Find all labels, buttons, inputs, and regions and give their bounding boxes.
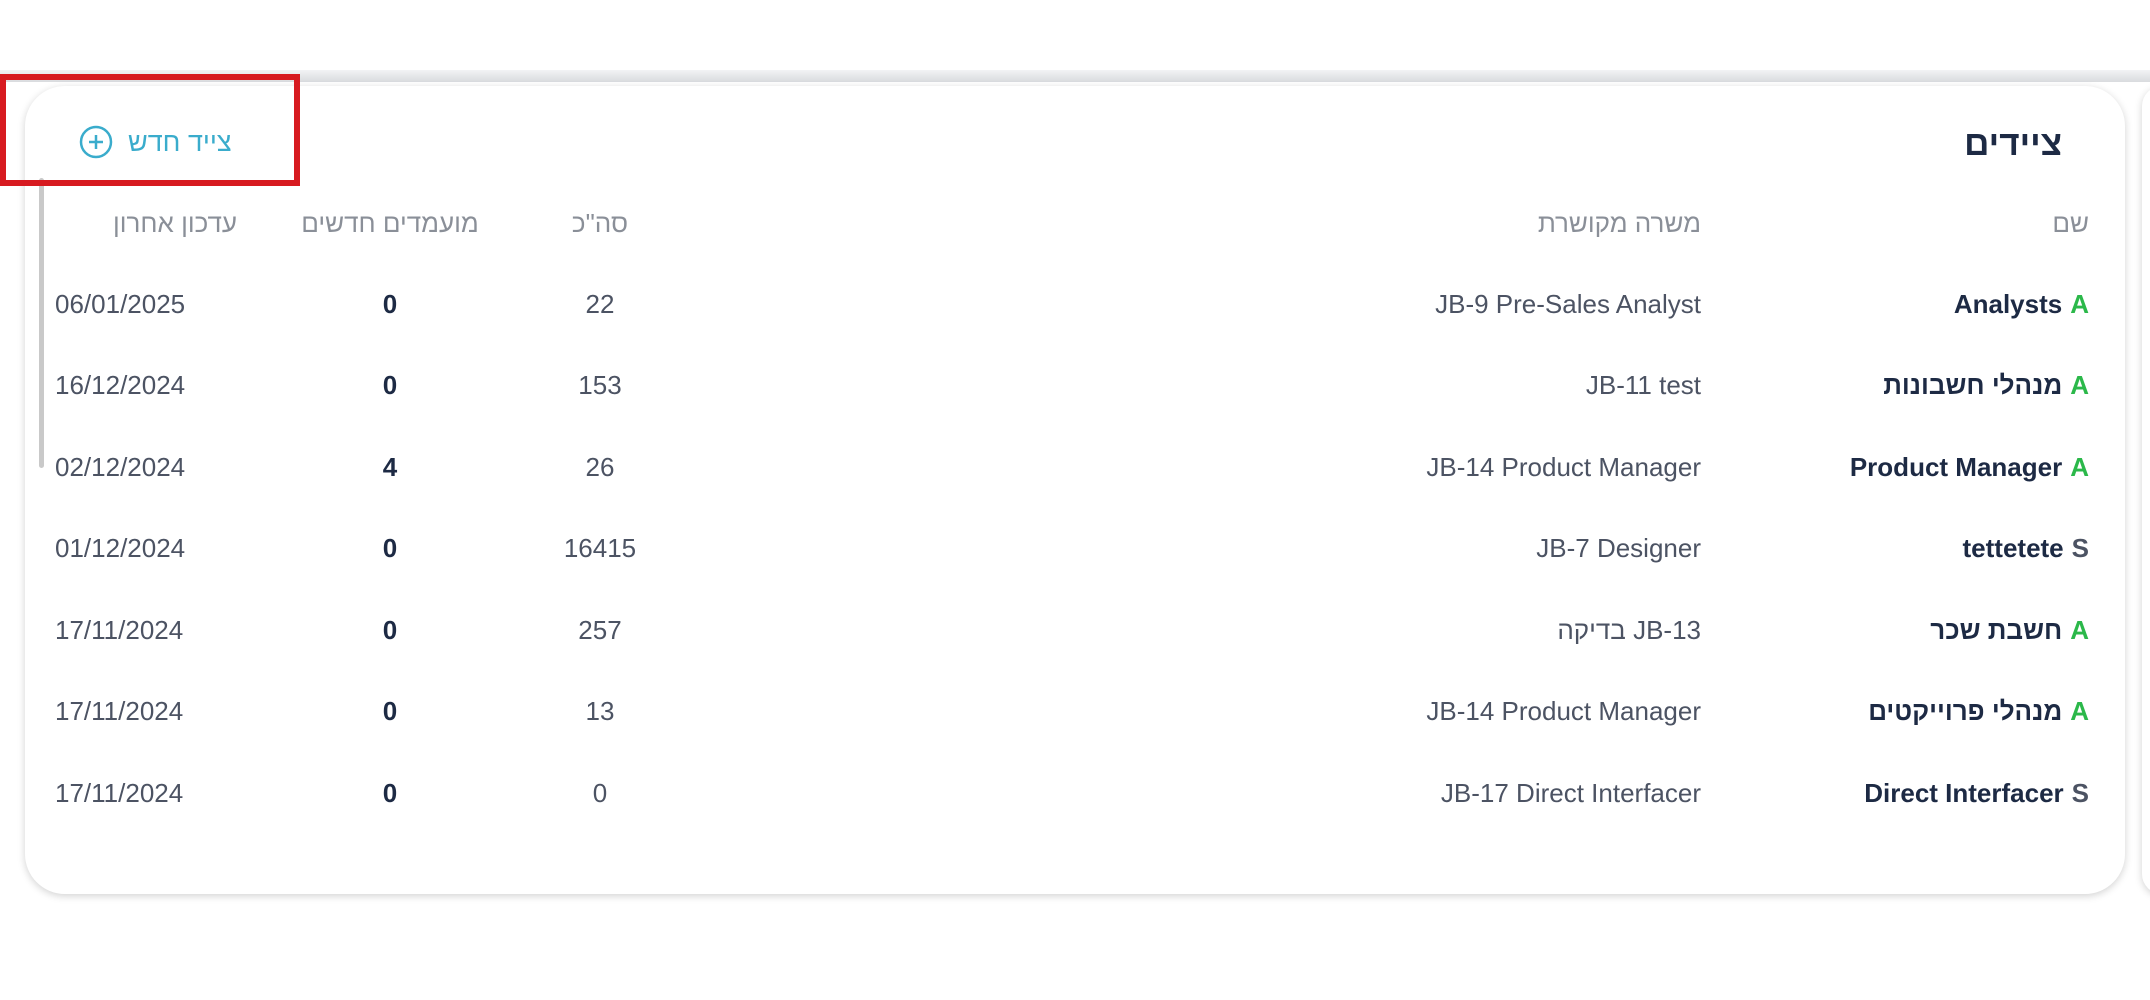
new-hunter-button[interactable]: צייד חדש xyxy=(78,124,232,160)
linked-job: JB-14 Product Manager xyxy=(1426,452,1701,482)
total-count: 26 xyxy=(585,452,615,482)
hunter-type-marker: A xyxy=(2070,289,2089,319)
hunter-name-text: מנהלי חשבונות xyxy=(1883,370,2063,400)
new-candidates-count: 4 xyxy=(382,452,398,482)
scrollbar[interactable] xyxy=(39,178,44,468)
column-header-name[interactable]: שם xyxy=(2052,208,2089,238)
hunter-type-marker: A xyxy=(2070,452,2089,482)
hunter-name-text: Analysts xyxy=(1953,289,2063,319)
hunter-name-text: tettetete xyxy=(1962,533,2064,563)
column-header-job[interactable]: משרה מקושרת xyxy=(1537,208,1701,238)
last-updated: 17/11/2024 xyxy=(55,778,184,808)
total-count: 13 xyxy=(585,696,615,726)
hunter-name-text: Product Manager xyxy=(1849,452,2063,482)
hunter-name[interactable]: A Analysts xyxy=(1954,289,2089,320)
total-count: 22 xyxy=(585,289,615,319)
hunter-name[interactable]: S Direct Interfacer xyxy=(1864,778,2089,809)
hunter-type-marker: A xyxy=(2070,696,2089,726)
highlight-box xyxy=(0,74,300,186)
hunter-type-marker: S xyxy=(2071,778,2089,808)
new-candidates-count: 0 xyxy=(382,696,398,726)
total-count: 16415 xyxy=(563,533,637,563)
new-candidates-count: 0 xyxy=(382,370,398,400)
linked-job: JB-11 test xyxy=(1585,370,1701,400)
hunter-name[interactable]: A מנהלי חשבונות xyxy=(1883,370,2089,401)
hunter-name-text: מנהלי פרוייקטים xyxy=(1868,696,2063,726)
linked-job: JB-14 Product Manager xyxy=(1426,696,1701,726)
hunters-card: ציידים צייד חדש שם משרה מקושרת סה"כ מועמ… xyxy=(25,86,2125,894)
last-updated: 02/12/2024 xyxy=(55,452,186,482)
last-updated: 17/11/2024 xyxy=(55,696,184,726)
hunter-name[interactable]: S tettetete xyxy=(1963,533,2089,564)
total-count: 257 xyxy=(578,615,622,645)
hunter-name-text: Direct Interfacer xyxy=(1864,778,2064,808)
new-candidates-count: 0 xyxy=(382,289,398,319)
total-count: 0 xyxy=(592,778,608,808)
column-header-date[interactable]: עדכון אחרון xyxy=(113,208,237,238)
new-candidates-count: 0 xyxy=(382,615,398,645)
last-updated: 16/12/2024 xyxy=(55,370,186,400)
hunter-name[interactable]: A Product Manager xyxy=(1850,452,2089,483)
top-divider xyxy=(0,70,2150,82)
total-count: 153 xyxy=(578,370,622,400)
hunter-type-marker: A xyxy=(2070,370,2089,400)
new-candidates-count: 0 xyxy=(382,533,398,563)
hunter-name[interactable]: A חשבת שכר xyxy=(1930,615,2089,646)
hunter-type-marker: A xyxy=(2070,615,2089,645)
last-updated: 01/12/2024 xyxy=(55,533,186,563)
hunter-type-marker: S xyxy=(2071,533,2089,563)
linked-job: JB-13 בדיקה xyxy=(1557,615,1701,645)
column-header-total[interactable]: סה"כ xyxy=(571,208,629,238)
card-title: ציידים xyxy=(1964,124,2062,163)
new-hunter-label: צייד חדש xyxy=(128,126,232,157)
new-candidates-count: 0 xyxy=(382,778,398,808)
linked-job: JB-9 Pre-Sales Analyst xyxy=(1435,289,1701,319)
linked-job: JB-17 Direct Interfacer xyxy=(1440,778,1701,808)
linked-job: JB-7 Designer xyxy=(1536,533,1701,563)
last-updated: 06/01/2025 xyxy=(55,289,186,319)
hunter-name[interactable]: A מנהלי פרוייקטים xyxy=(1868,696,2089,727)
last-updated: 17/11/2024 xyxy=(55,615,184,645)
hunter-name-text: חשבת שכר xyxy=(1930,615,2063,645)
plus-circle-icon xyxy=(79,125,113,159)
adjacent-card xyxy=(2142,86,2150,894)
column-header-new[interactable]: מועמדים חדשים xyxy=(301,208,479,238)
